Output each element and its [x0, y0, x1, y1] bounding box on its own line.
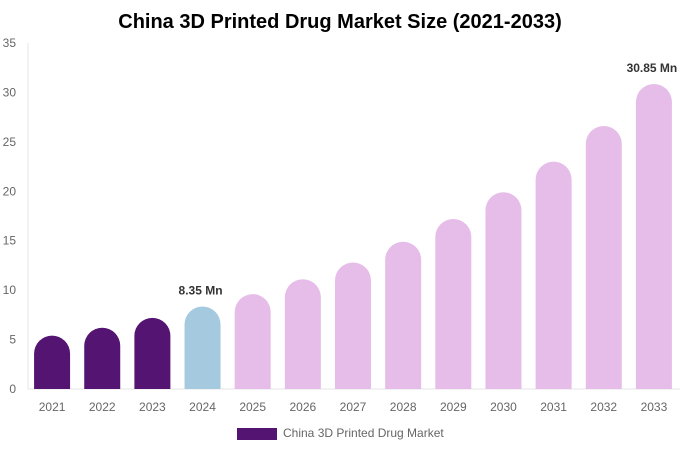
x-tick-label: 2028 — [390, 400, 417, 414]
bar-2028 — [385, 241, 422, 389]
x-tick-label: 2029 — [440, 400, 467, 414]
bar-2024 — [184, 306, 221, 389]
bar-2032 — [585, 126, 622, 390]
bar-2030 — [485, 192, 522, 389]
x-tick-label: 2032 — [590, 400, 617, 414]
x-tick-label: 2033 — [641, 400, 668, 414]
y-tick-label: 35 — [3, 36, 17, 50]
bar-2027 — [335, 262, 371, 389]
data-label: 30.85 Mn — [627, 61, 678, 75]
bar-2031 — [535, 161, 572, 389]
bar-2026 — [284, 279, 321, 389]
bar-2025 — [234, 294, 271, 389]
data-labels: 8.35 Mn 30.85 Mn — [179, 61, 678, 297]
y-tick-label: 0 — [9, 382, 16, 396]
x-tick-label: 2025 — [239, 400, 266, 414]
x-tick-label: 2024 — [189, 400, 216, 414]
bar-2033 — [635, 84, 672, 390]
data-label: 8.35 Mn — [179, 283, 223, 297]
legend[interactable]: China 3D Printed Drug Market — [237, 426, 444, 440]
x-tick-label: 2026 — [289, 400, 316, 414]
legend-swatch — [237, 428, 277, 440]
x-tick-label: 2021 — [39, 400, 66, 414]
y-axis: 0 5 10 15 20 25 30 35 — [3, 36, 29, 396]
y-tick-label: 25 — [3, 135, 17, 149]
x-axis: 2021 2022 2023 2024 2025 2026 2027 2028 2029 2030… — [28, 388, 680, 414]
legend-label: China 3D Printed Drug Market — [283, 426, 444, 440]
bar-2022 — [84, 327, 121, 389]
bar-2029 — [435, 218, 472, 389]
bar-2021 — [34, 335, 71, 389]
x-tick-label: 2031 — [540, 400, 567, 414]
y-tick-label: 30 — [3, 85, 17, 99]
y-tick-label: 5 — [9, 333, 16, 347]
y-tick-label: 10 — [3, 283, 17, 297]
bars — [34, 84, 672, 390]
x-tick-label: 2022 — [89, 400, 116, 414]
x-tick-label: 2030 — [490, 400, 517, 414]
y-tick-label: 15 — [3, 234, 17, 248]
x-tick-label: 2027 — [340, 400, 367, 414]
y-tick-label: 20 — [3, 184, 17, 198]
bar-2023 — [134, 317, 171, 389]
x-tick-label: 2023 — [139, 400, 166, 414]
chart-title: China 3D Printed Drug Market Size (2021-… — [118, 11, 561, 33]
